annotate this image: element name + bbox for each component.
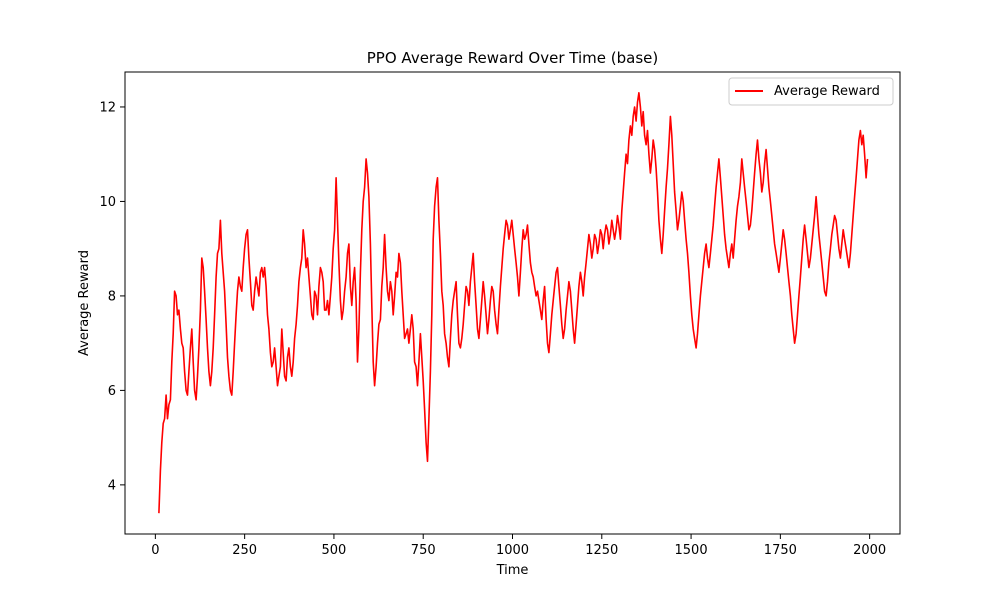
legend-label: Average Reward <box>774 84 880 99</box>
x-axis-ticks: 0 250 500 750 1000 1250 1500 1750 2000 <box>151 534 886 558</box>
y-tick-label: 4 <box>108 478 116 493</box>
y-tick-label: 8 <box>108 289 116 304</box>
y-tick-label: 12 <box>99 100 116 115</box>
x-tick-label: 1750 <box>764 543 797 558</box>
plot-area <box>125 72 900 534</box>
x-tick-label: 1500 <box>675 543 708 558</box>
x-axis-label: Time <box>496 563 529 578</box>
x-tick-label: 500 <box>322 543 347 558</box>
series-line-0 <box>158 92 869 514</box>
legend: Average Reward <box>728 77 894 106</box>
x-tick-label: 2000 <box>853 543 886 558</box>
x-tick-label: 0 <box>151 543 159 558</box>
y-axis-label: Average Reward <box>77 250 92 356</box>
y-axis-ticks: 4 6 8 10 12 <box>99 100 125 493</box>
series-layer <box>158 92 869 514</box>
x-tick-label: 1000 <box>496 543 529 558</box>
y-tick-label: 10 <box>99 195 116 210</box>
chart-title: PPO Average Reward Over Time (base) <box>367 49 658 67</box>
legend-box <box>728 77 894 106</box>
x-tick-label: 1250 <box>585 543 618 558</box>
x-tick-label: 750 <box>411 543 436 558</box>
x-tick-label: 250 <box>232 543 257 558</box>
y-tick-label: 6 <box>108 384 116 399</box>
